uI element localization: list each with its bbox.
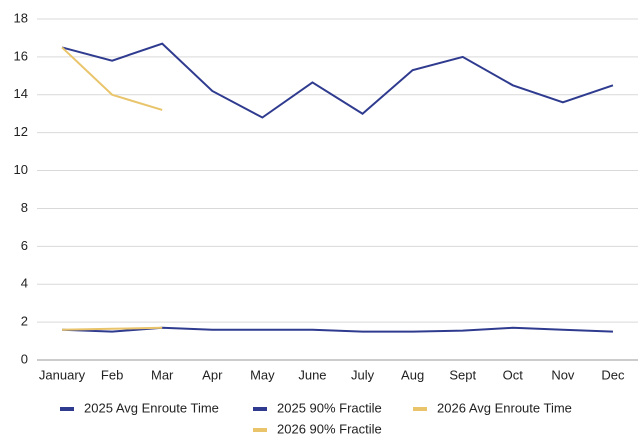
y-tick-label: 2: [21, 314, 28, 329]
y-tick-label: 4: [21, 276, 28, 291]
x-tick-label: Nov: [551, 367, 575, 382]
x-tick-label: Aug: [401, 367, 424, 382]
x-tick-label: July: [351, 367, 375, 382]
x-tick-label: Feb: [101, 367, 123, 382]
y-tick-label: 18: [14, 10, 28, 25]
series-line: [62, 326, 163, 331]
y-tick-label: 10: [14, 162, 28, 177]
y-tick-label: 0: [21, 351, 28, 366]
legend-label: 2025 90% Fractile: [277, 400, 382, 415]
x-tick-label: Sept: [449, 367, 476, 382]
legend-label: 2026 Avg Enroute Time: [437, 400, 572, 415]
y-tick-label: 16: [14, 48, 28, 63]
x-tick-label: May: [250, 367, 275, 382]
y-tick-label: 6: [21, 238, 28, 253]
series-line: [61, 42, 614, 119]
x-tick-label: Oct: [503, 367, 524, 382]
y-tick-label: 14: [14, 86, 28, 101]
x-tick-label: Apr: [202, 367, 223, 382]
legend-label: 2026 90% Fractile: [277, 421, 382, 436]
series-line: [61, 46, 163, 111]
y-tick-label: 8: [21, 200, 28, 215]
y-tick-label: 12: [14, 124, 28, 139]
x-tick-label: Mar: [151, 367, 174, 382]
x-tick-label: January: [39, 367, 86, 382]
x-tick-label: Dec: [601, 367, 625, 382]
legend-label: 2025 Avg Enroute Time: [84, 400, 219, 415]
x-tick-label: June: [298, 367, 326, 382]
